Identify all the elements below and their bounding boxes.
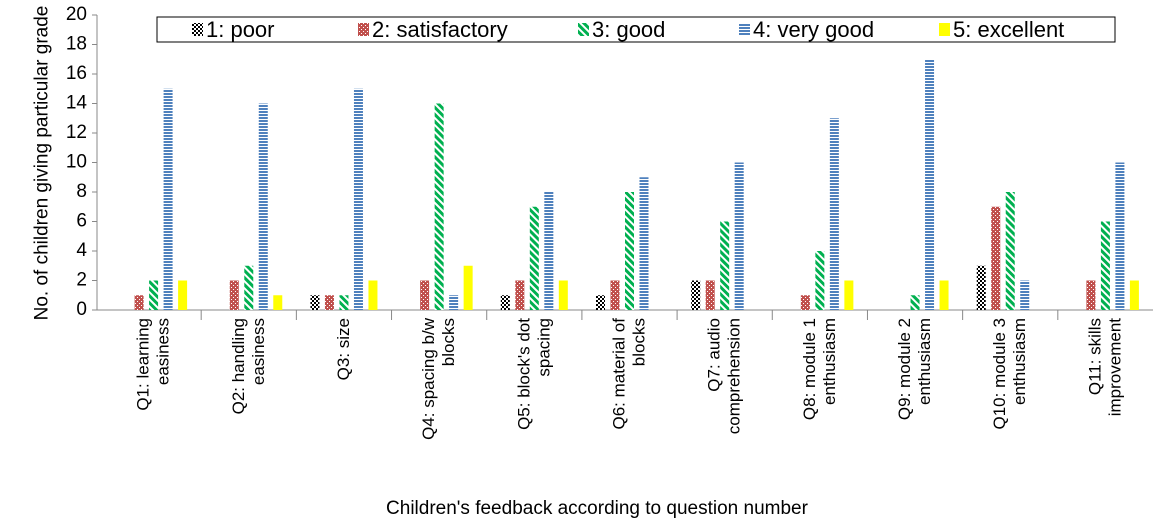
legend-label: 5: excellent bbox=[953, 17, 1064, 42]
y-tick-label: 4 bbox=[76, 240, 87, 261]
bar bbox=[149, 280, 159, 310]
legend-box bbox=[156, 16, 1116, 43]
bar bbox=[310, 295, 320, 310]
x-axis-title: Children's feedback according to questio… bbox=[386, 498, 809, 519]
bar bbox=[558, 280, 568, 310]
bar bbox=[1115, 162, 1125, 310]
legend-label: 3: good bbox=[592, 17, 665, 42]
bar bbox=[910, 295, 920, 310]
bar bbox=[705, 280, 715, 310]
legend-swatch bbox=[578, 23, 589, 36]
y-tick-label: 18 bbox=[66, 34, 87, 55]
x-tick-label: Q9: module 2 enthusiasm bbox=[895, 318, 935, 421]
bar bbox=[1100, 221, 1110, 310]
y-tick-label: 16 bbox=[66, 63, 87, 84]
bar bbox=[1020, 280, 1030, 310]
x-tick-label: Q1: learning easiness bbox=[133, 318, 173, 411]
legend-label: 2: satisfactory bbox=[372, 17, 508, 42]
x-tick-label: Q11: skills improvement bbox=[1085, 318, 1125, 417]
bar bbox=[339, 295, 349, 310]
bar bbox=[420, 280, 430, 310]
x-tick-label: Q7: audio comprehension bbox=[704, 318, 744, 435]
legend-swatch bbox=[192, 23, 203, 36]
legend-swatch bbox=[739, 23, 750, 36]
bar bbox=[244, 265, 254, 310]
bar bbox=[625, 192, 634, 310]
legend-label: 4: very good bbox=[753, 17, 874, 42]
bar bbox=[800, 295, 810, 310]
legend-swatch bbox=[358, 23, 369, 36]
bar bbox=[178, 280, 188, 310]
bar bbox=[1005, 192, 1015, 310]
x-tick-label: Q3: size bbox=[333, 318, 353, 381]
bar bbox=[353, 88, 363, 310]
bar bbox=[610, 280, 620, 310]
bar bbox=[500, 295, 510, 310]
bar bbox=[163, 88, 173, 310]
x-tick-label: Q10: module 3 enthusiasm bbox=[990, 318, 1030, 430]
y-tick-label: 8 bbox=[76, 181, 87, 202]
legend-swatch bbox=[939, 23, 950, 36]
y-tick-label: 14 bbox=[66, 93, 88, 114]
bar bbox=[515, 280, 525, 310]
bar bbox=[939, 280, 949, 310]
bar bbox=[273, 295, 283, 310]
y-tick-label: 20 bbox=[66, 4, 87, 25]
bar bbox=[368, 280, 378, 310]
bar bbox=[434, 103, 444, 310]
x-tick-label: Q6: material of blocks bbox=[609, 318, 649, 430]
bar bbox=[925, 59, 935, 310]
bar bbox=[1086, 280, 1096, 310]
bar bbox=[463, 265, 473, 310]
bar bbox=[734, 162, 744, 310]
bar bbox=[720, 221, 730, 310]
bar bbox=[596, 295, 605, 310]
bar bbox=[691, 280, 701, 310]
y-tick-label: 0 bbox=[76, 299, 87, 320]
x-tick-label: Q4: spacing b/w blocks bbox=[419, 318, 459, 440]
bar bbox=[229, 280, 239, 310]
bar bbox=[976, 265, 986, 310]
y-tick-label: 2 bbox=[76, 270, 87, 291]
y-tick-label: 10 bbox=[66, 152, 87, 173]
bar bbox=[991, 206, 1001, 310]
bar bbox=[829, 118, 839, 310]
bar bbox=[844, 280, 854, 310]
bar bbox=[258, 103, 268, 310]
x-tick-label: Q8: module 1 enthusiasm bbox=[799, 318, 839, 421]
bar bbox=[1129, 280, 1139, 310]
x-tick-label: Q5: block's dot spacing bbox=[514, 318, 554, 430]
y-tick-label: 6 bbox=[76, 211, 87, 232]
bar bbox=[324, 295, 334, 310]
x-tick-label: Q2: handling easiness bbox=[228, 318, 268, 415]
bar bbox=[449, 295, 459, 310]
bar bbox=[134, 295, 144, 310]
bar bbox=[529, 206, 539, 310]
bar bbox=[639, 177, 649, 310]
y-axis-title: No. of children giving particular grade bbox=[31, 5, 53, 321]
bar bbox=[815, 251, 825, 310]
bar bbox=[544, 192, 554, 310]
legend-label: 1: poor bbox=[206, 17, 275, 42]
y-tick-label: 12 bbox=[66, 122, 87, 143]
